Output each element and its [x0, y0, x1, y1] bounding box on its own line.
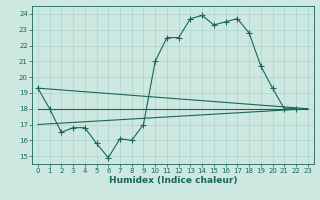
X-axis label: Humidex (Indice chaleur): Humidex (Indice chaleur): [108, 176, 237, 185]
